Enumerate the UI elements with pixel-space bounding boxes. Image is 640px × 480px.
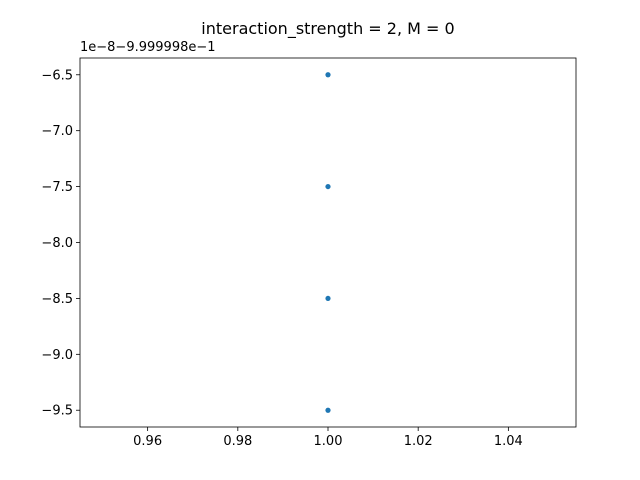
x-tick-label: 1.00 <box>314 434 343 449</box>
x-tick-label: 1.04 <box>494 434 523 449</box>
y-tick-label: −7.0 <box>41 124 73 139</box>
data-point <box>325 295 331 302</box>
data-point <box>325 72 331 78</box>
y-tick-label: −9.5 <box>41 404 73 419</box>
y-tick-label: −8.0 <box>41 236 73 251</box>
plot-area: 0.96 0.98 1.00 1.02 1.04 −6.5 −7.0 −7.5 −8.0 −8.5… <box>41 57 577 449</box>
data-point <box>325 407 331 413</box>
y-tick-label: −9.0 <box>41 348 73 363</box>
data-point <box>325 183 331 190</box>
chart-title: interaction_strength = 2, M = 0 <box>201 19 454 39</box>
x-tick-label: 1.02 <box>404 434 433 449</box>
y-tick-label: −6.5 <box>41 68 73 83</box>
y-tick-label: −8.5 <box>41 292 73 307</box>
y-tick-label: −7.5 <box>41 180 73 195</box>
y-axis-offset-label: 1e−8−9.999998e−1 <box>80 40 216 55</box>
x-tick-label: 0.98 <box>223 434 252 449</box>
axes-frame <box>79 57 577 428</box>
x-tick-label: 0.96 <box>133 434 162 449</box>
